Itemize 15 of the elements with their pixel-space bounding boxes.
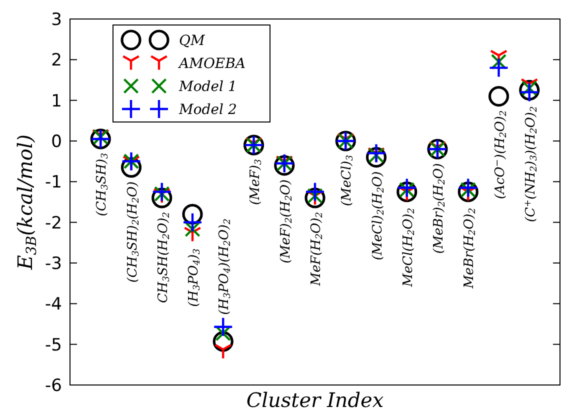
y-tick-label: -2	[45, 213, 62, 234]
y-tick-label: -4	[45, 294, 62, 315]
y-tick-label: 2	[51, 50, 62, 71]
y-tick-label: -6	[45, 376, 62, 396]
legend-label: Model 2	[178, 102, 237, 118]
y-tick-label: -1	[45, 172, 62, 193]
y-tick-label: -5	[45, 335, 62, 356]
y-tick-label: -3	[45, 254, 62, 274]
x-axis-title: Cluster Index	[246, 388, 384, 412]
y-tick-label: 3	[51, 10, 62, 30]
y-tick-label: 1	[51, 91, 62, 112]
legend-label: Model 1	[178, 78, 237, 95]
legend-label: AMOEBA	[177, 56, 246, 72]
y-tick-label: 0	[51, 132, 62, 152]
legend-label: QM	[179, 32, 206, 49]
